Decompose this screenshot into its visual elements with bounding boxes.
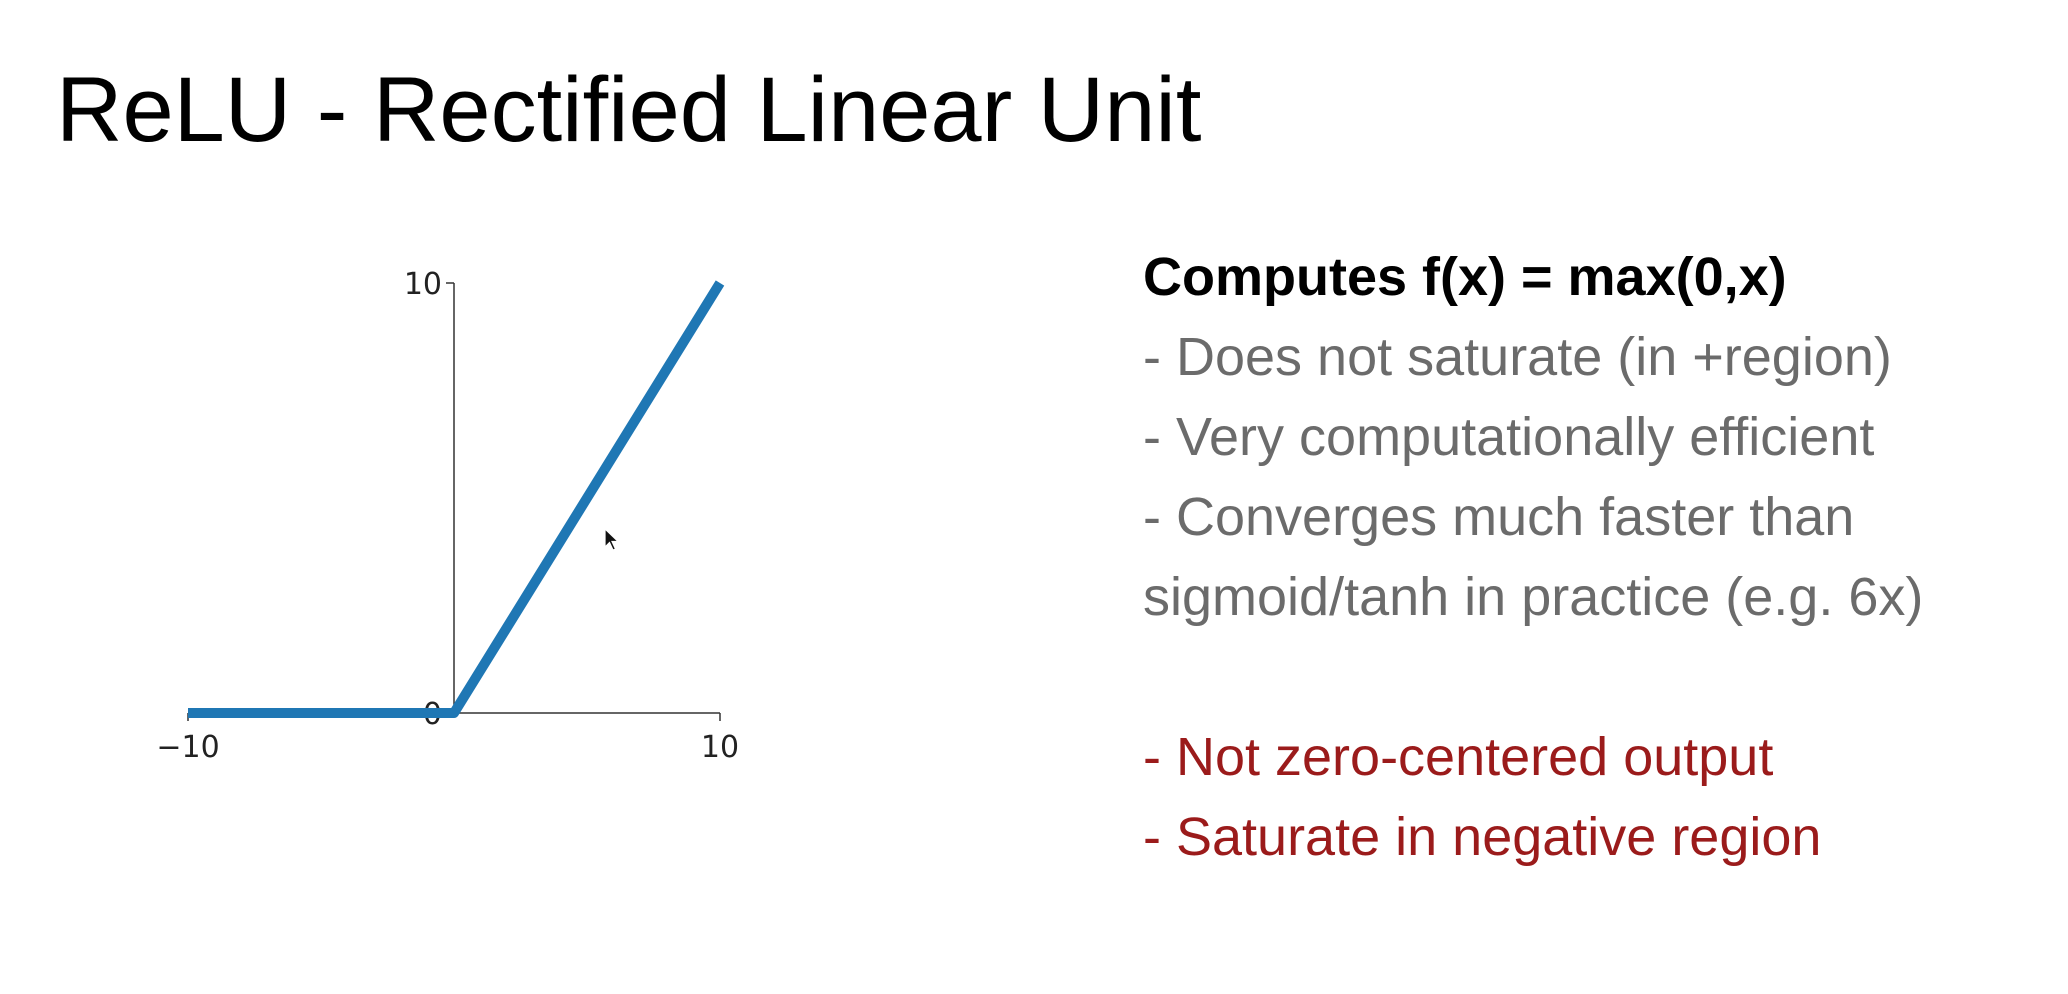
chart-ticks: −10 10 0 10	[156, 267, 739, 765]
x-tick-label: −10	[156, 730, 219, 765]
slide-title: ReLU - Rectified Linear Unit	[56, 59, 1202, 161]
text-panel: Computes f(x) = max(0,x) - Does not satu…	[1143, 237, 2043, 877]
y-tick-label: 10	[404, 267, 442, 302]
con-item: - Saturate in negative region	[1143, 807, 1822, 867]
x-tick-label: 10	[701, 730, 739, 765]
mouse-pointer-icon	[604, 528, 620, 551]
pro-item-continued: sigmoid/tanh in practice (e.g. 6x)	[1143, 567, 1924, 627]
con-item: - Not zero-centered output	[1143, 727, 1774, 787]
pro-item: - Very computationally efficient	[1143, 407, 1875, 467]
pro-item: - Converges much faster than	[1143, 487, 1855, 547]
chart-axes	[188, 283, 720, 714]
chart-series	[188, 280, 725, 718]
relu-series-line	[188, 280, 725, 718]
spacer	[1143, 637, 2043, 717]
formula-heading: Computes f(x) = max(0,x)	[1143, 247, 1787, 307]
y-tick-label: 0	[423, 697, 442, 732]
pro-item: - Does not saturate (in +region)	[1143, 327, 1892, 387]
